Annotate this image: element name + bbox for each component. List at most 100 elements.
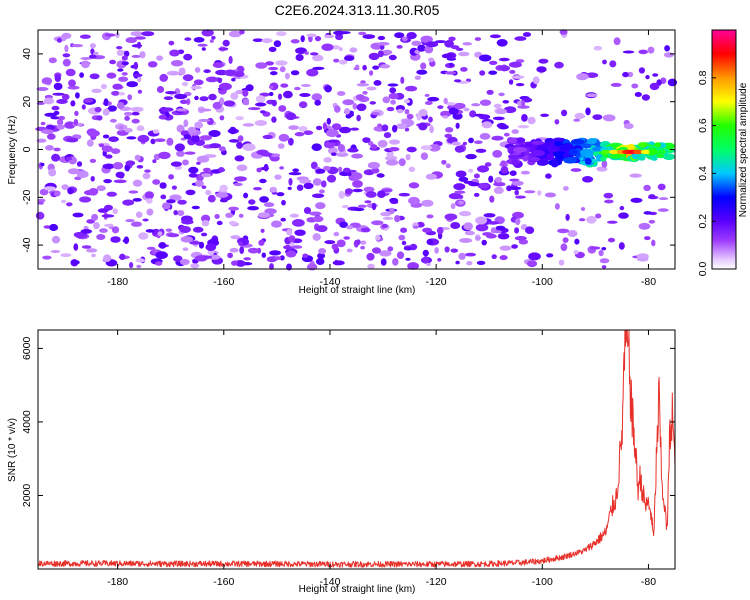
heatmap-cell [586,215,597,224]
heatmap-cell [306,33,317,38]
heatmap-cell [355,64,360,70]
heatmap-cell [656,149,667,155]
heatmap-cell [64,44,69,53]
heatmap-cell [211,35,216,40]
heatmap-cell [341,204,349,209]
heatmap-cell [463,107,470,112]
heatmap-cell [173,210,178,216]
heatmap-cell [201,185,207,189]
heatmap-cell [313,215,324,223]
heatmap-cell [604,199,614,204]
heatmap-cell [62,53,71,58]
heatmap-cell [242,123,255,127]
heatmap-cell [216,220,223,226]
heatmap-cell [356,239,361,245]
heatmap-cell [169,49,180,57]
heatmap-cell [103,223,114,227]
heatmap-cell [396,123,408,130]
heatmap-cell [36,138,47,143]
heatmap-cell [392,124,398,133]
heatmap-cell [634,92,642,97]
heatmap-cell [332,260,345,266]
heatmap-cell [350,127,359,131]
heatmap-cell [344,169,357,173]
heatmap-cell [176,150,185,157]
heatmap-cell [136,165,144,169]
heatmap-cell [623,123,634,130]
heatmap-cell [277,93,283,100]
y-tick-label: 4000 [21,410,33,434]
heatmap-cell [199,135,212,141]
heatmap-cell [255,95,266,103]
heatmap-cell [382,96,391,104]
heatmap-cell [111,90,120,96]
heatmap-cell [427,96,440,102]
x-tick-label: -120 [426,576,447,588]
heatmap-cell [110,236,121,243]
x-tick-label: -160 [213,276,234,288]
heatmap-cell [131,111,140,116]
heatmap-cell [67,168,80,175]
heatmap-cell [238,213,244,218]
heatmap-cell [479,133,491,140]
heatmap-cell [73,232,85,238]
heatmap-cell [142,218,149,222]
heatmap-cell [544,192,557,198]
heatmap-cell [511,75,525,79]
heatmap-cell [405,257,411,261]
heatmap-cell [370,144,378,150]
heatmap-cell [247,206,259,211]
heatmap-cell [495,225,506,230]
heatmap-cell [136,264,142,269]
heatmap-cell [265,61,274,66]
heatmap-cell [337,91,346,96]
heatmap-cell [455,170,467,178]
heatmap-cell [362,91,368,95]
heatmap-cell [549,147,560,153]
heatmap-cell [116,102,125,109]
heatmap-cell [585,107,591,116]
x-tick-label: -160 [213,576,234,588]
heatmap-cell [636,257,649,262]
spectrogram-y-ticks: -40 -20 0 20 40 [21,48,675,253]
heatmap-cell [557,228,570,234]
heatmap-cell [248,199,256,205]
heatmap-cell [546,253,554,258]
heatmap-cell [132,198,142,202]
heatmap-cell [195,180,204,187]
heatmap-cell [498,92,505,97]
heatmap-cell [40,121,46,126]
heatmap-cell [428,116,433,123]
heatmap-cell [37,201,44,205]
heatmap-cell [128,190,139,194]
heatmap-cell [630,197,643,203]
heatmap-cell [146,208,154,216]
colorbar-gradient [711,29,737,270]
heatmap-cell [382,216,394,220]
heatmap-cell [660,77,667,84]
heatmap-cell [454,190,466,194]
heatmap-cell [56,37,62,43]
heatmap-cell [163,96,173,100]
heatmap-cell [381,188,393,193]
heatmap-cell [35,211,45,220]
heatmap-cell [429,125,434,134]
heatmap-cell [91,213,99,221]
heatmap-cell [416,69,428,75]
heatmap-cell [492,150,503,158]
heatmap-cell [91,253,96,258]
heatmap-cell [39,188,49,196]
heatmap-cell [372,247,381,254]
heatmap-cell [471,103,481,107]
heatmap-cell [578,218,586,222]
heatmap-cell [449,62,454,67]
heatmap-cell [137,134,150,143]
heatmap-cell [317,252,326,259]
heatmap-cell [274,174,282,180]
heatmap-cell [493,103,502,109]
heatmap-cell [275,31,287,37]
heatmap-cell [193,37,205,43]
heatmap-cell [422,256,429,264]
heatmap-cell [425,41,439,48]
heatmap-cell [453,102,466,110]
